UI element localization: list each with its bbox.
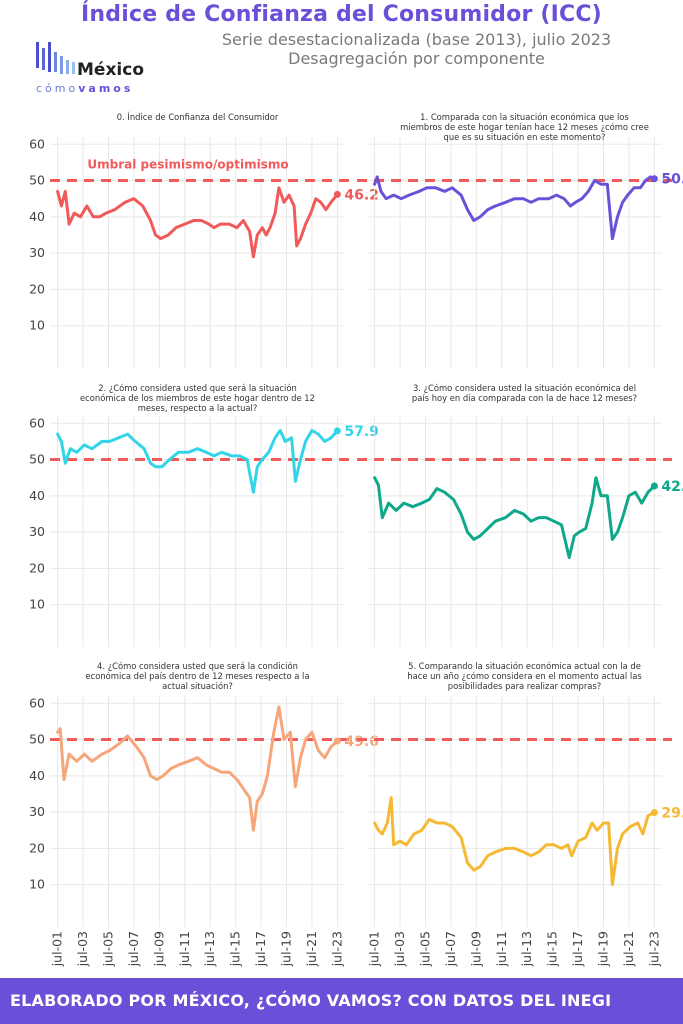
panel-2: 10 20 30 40 50 60 2. ¿Cómo considera usted que… <box>29 383 379 647</box>
x-tick-label: jul-07 <box>443 931 458 967</box>
y-tick-label: 10 <box>29 318 45 333</box>
panel-title-line: actual situación? <box>162 681 233 691</box>
panel-title-line: 5. Comparando la situación económica act… <box>408 661 641 671</box>
panel-title-line: meses, respecto a la actual? <box>138 403 258 413</box>
subtitle-line-1: Serie desestacionalizada (base 2013), ju… <box>221 30 612 49</box>
end-point <box>650 482 658 490</box>
end-point <box>333 190 341 198</box>
x-tick-label: jul-05 <box>417 931 432 967</box>
end-value-label: 49.6 <box>344 734 379 750</box>
x-tick-label: jul-03 <box>392 931 407 967</box>
y-tick-label: 10 <box>29 877 45 892</box>
y-tick-label: 20 <box>29 840 45 855</box>
y-tick-label: 20 <box>29 560 45 575</box>
x-tick-label: jul-09 <box>151 931 166 967</box>
subtitle-line-2: Desagregación por componente <box>288 49 545 68</box>
page-title: Índice de Confianza del Consumidor (ICC) <box>81 2 602 27</box>
series-line <box>373 175 656 241</box>
panel-4: 10 20 30 40 50 60 4. ¿Cómo considera usted que… <box>29 661 379 967</box>
panel-title-line: 1. Comparada con la situación económica … <box>420 112 629 122</box>
panel-title-line: miembros de este hogar tenían hace 12 me… <box>400 122 649 132</box>
x-tick-label: jul-17 <box>253 931 268 967</box>
x-tick-label: jul-15 <box>228 931 243 967</box>
x-tick-label: jul-09 <box>468 931 483 967</box>
x-tick-label: jul-13 <box>202 931 217 967</box>
panel-title-line: económica de los miembros de este hogar … <box>80 393 315 403</box>
mexico-como-vamos-logo <box>34 38 154 98</box>
series-line <box>56 186 339 259</box>
y-tick-label: 40 <box>29 488 45 503</box>
end-value-label: 57.9 <box>344 424 379 440</box>
y-tick-label: 30 <box>29 245 45 260</box>
subtitle: Serie desestacionalizada (base 2013), ju… <box>150 30 683 68</box>
x-tick-label: jul-23 <box>646 931 661 967</box>
y-tick-label: 10 <box>29 597 45 612</box>
logo-sub: cómovamos <box>36 82 133 95</box>
footer-credit: ELABORADO POR MÉXICO, ¿CÓMO VAMOS? CON D… <box>0 978 683 1024</box>
x-tick-label: jul-23 <box>329 931 344 967</box>
series-line <box>56 429 339 494</box>
end-value-label: 50.5 <box>661 172 683 188</box>
panel-title-line: económica del país dentro de 12 meses re… <box>85 671 309 681</box>
x-tick-label: jul-01 <box>367 931 382 967</box>
x-tick-label: jul-19 <box>279 931 294 967</box>
x-tick-label: jul-17 <box>570 931 585 967</box>
end-value-label: 29.9 <box>661 805 683 821</box>
x-tick-label: jul-13 <box>519 931 534 967</box>
panel-1: 1. Comparada con la situación económica … <box>357 112 683 368</box>
x-tick-label: jul-15 <box>545 931 560 967</box>
x-tick-label: jul-21 <box>304 931 319 967</box>
y-tick-label: 50 <box>29 732 45 747</box>
x-tick-label: jul-19 <box>596 931 611 967</box>
panel-title-line: posibilidades para realizar compras? <box>448 681 601 691</box>
end-value-label: 46.2 <box>344 187 379 203</box>
x-tick-label: jul-01 <box>50 931 65 967</box>
y-tick-label: 20 <box>29 281 45 296</box>
y-tick-label: 40 <box>29 209 45 224</box>
y-tick-label: 60 <box>29 415 45 430</box>
x-tick-label: jul-11 <box>494 931 509 967</box>
end-point <box>333 427 341 435</box>
panel-title-line: 3. ¿Cómo considera usted la situación ec… <box>413 383 636 393</box>
panel-title-line: 0. Índice de Confianza del Consumidor <box>117 111 279 122</box>
x-tick-label: jul-03 <box>75 931 90 967</box>
series-line <box>373 796 656 887</box>
x-tick-label: jul-07 <box>126 931 141 967</box>
x-tick-label: jul-21 <box>621 931 636 967</box>
y-tick-label: 30 <box>29 804 45 819</box>
panel-title-line: 2. ¿Cómo considera usted que será la sit… <box>98 383 297 393</box>
logo-sub-a: cómo <box>36 82 79 95</box>
x-tick-label: jul-05 <box>100 931 115 967</box>
x-tick-label: jul-11 <box>177 931 192 967</box>
y-tick-label: 50 <box>29 452 45 467</box>
end-point <box>650 175 658 183</box>
series-line <box>373 476 656 559</box>
panel-title-line: que es su situación en este momento? <box>444 132 606 142</box>
logo-sub-b: vamos <box>78 82 134 95</box>
bars-logo-icon <box>36 42 75 74</box>
threshold-label: Umbral pesimismo/optimismo <box>87 158 288 172</box>
panel-0: 10 20 30 40 50 60 0. Índice de Confianza del C… <box>29 111 379 368</box>
y-tick-label: 50 <box>29 173 45 188</box>
y-tick-label: 40 <box>29 768 45 783</box>
logo-word: México <box>77 60 144 80</box>
series-line <box>56 705 339 832</box>
panel-title-line: país hoy en día comparada con la de hace… <box>412 393 637 403</box>
faceted-line-chart: 10 20 30 40 50 60 0. Índice de Confianza del C… <box>29 111 683 967</box>
panel-5: 5. Comparando la situación económica act… <box>357 661 683 967</box>
panel-title-line: hace un año ¿cómo considera en el moment… <box>407 671 641 681</box>
y-tick-label: 60 <box>29 136 45 151</box>
panel-3: 3. ¿Cómo considera usted la situación ec… <box>357 383 683 647</box>
end-value-label: 42.7 <box>661 479 683 495</box>
panel-title-line: 4. ¿Cómo considera usted que será la con… <box>97 661 298 671</box>
end-point <box>650 808 658 816</box>
y-tick-label: 60 <box>29 695 45 710</box>
end-point <box>333 737 341 745</box>
y-tick-label: 30 <box>29 524 45 539</box>
